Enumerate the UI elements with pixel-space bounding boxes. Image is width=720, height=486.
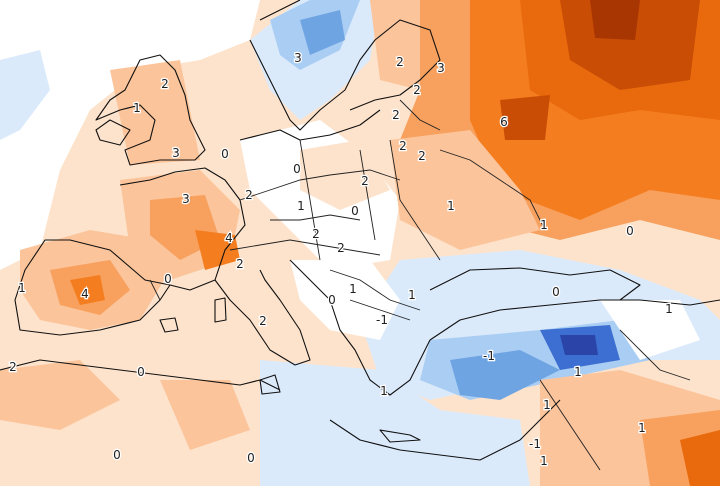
anomaly-value-label: 0 [552,285,560,299]
anomaly-value-label: 3 [437,61,445,75]
anomaly-value-label: 2 [161,77,169,91]
anomaly-value-label: 0 [164,272,172,286]
anomaly-value-label: 1 [133,101,141,115]
anomaly-value-label: 1 [543,398,551,412]
anomaly-value-label: 3 [294,51,302,65]
anomaly-value-label: 1 [349,282,357,296]
anomaly-value-label: 1 [665,302,673,316]
anomaly-value-label: 2 [399,139,407,153]
anomaly-value-label: 1 [408,288,416,302]
anomaly-value-label: 1 [574,365,582,379]
anomaly-value-label: 2 [413,83,421,97]
anomaly-value-label: 0 [328,293,336,307]
anomaly-value-label: 1 [18,281,26,295]
anomaly-value-label: 2 [245,188,253,202]
anomaly-value-label: 2 [392,108,400,122]
anomaly-value-label: 2 [312,227,320,241]
anomaly-value-label: 0 [626,224,634,238]
anomaly-value-label: 1 [540,454,548,468]
anomaly-value-label: 0 [221,147,229,161]
anomaly-value-label: 2 [9,360,17,374]
anomaly-value-label: 4 [81,287,89,301]
anomaly-value-label: 2 [259,314,267,328]
anomaly-value-label: 1 [297,199,305,213]
anomaly-value-label: 0 [351,204,359,218]
anomaly-value-label: -1 [483,349,495,363]
anomaly-value-label: -1 [529,437,541,451]
anomaly-value-label: 3 [182,192,190,206]
anomaly-value-label: 3 [172,146,180,160]
anomaly-value-label: 0 [247,451,255,465]
anomaly-value-label: 0 [113,448,121,462]
anomaly-value-label: 2 [418,149,426,163]
country-borders [149,99,691,471]
anomaly-value-label: -1 [376,313,388,327]
anomaly-value-label: 2 [396,55,404,69]
anomaly-value-label: 0 [293,162,301,176]
anomaly-value-label: 1 [638,421,646,435]
anomaly-value-label: 2 [236,257,244,271]
anomaly-value-label: 0 [137,365,145,379]
anomaly-value-label: 2 [337,241,345,255]
anomaly-value-label: 1 [447,199,455,213]
anomaly-value-label: 1 [380,384,388,398]
anomaly-value-label: 6 [500,115,508,129]
anomaly-value-label: 4 [225,231,233,245]
anomaly-value-label: 2 [361,174,369,188]
anomaly-value-label: 1 [540,218,548,232]
